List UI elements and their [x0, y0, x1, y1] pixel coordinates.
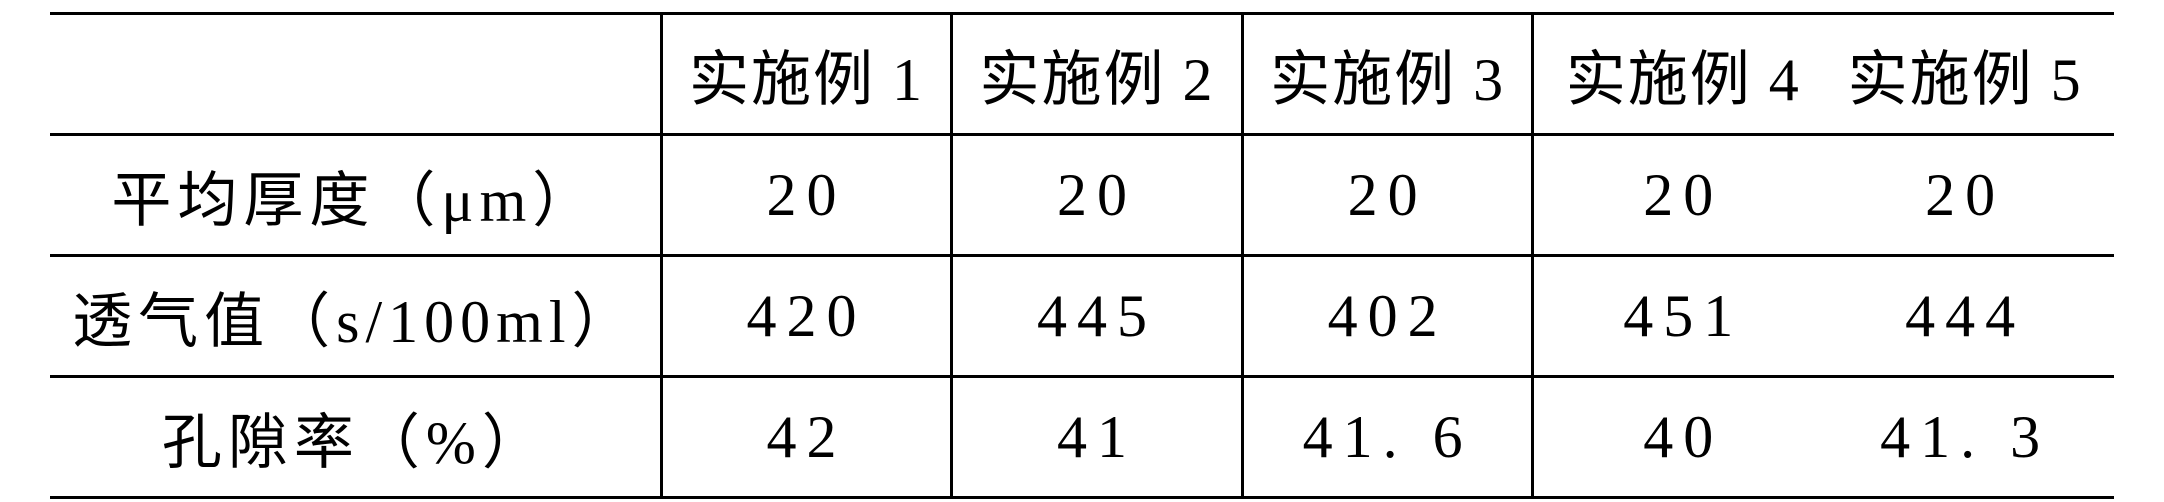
row-label-text: 透气值（s/100ml）	[72, 289, 637, 355]
row-label: 孔隙率（%）	[50, 377, 661, 498]
cell: 445	[952, 256, 1243, 377]
cell-value: 20	[1348, 162, 1428, 228]
cell: 20	[952, 135, 1243, 256]
header-label: 实施例 1	[689, 47, 924, 113]
cell: 20	[1242, 135, 1533, 256]
table-row: 孔隙率（%） 42 41 41. 6 40 41. 3	[50, 377, 2114, 498]
header-blank	[50, 14, 661, 135]
table-header-row: 实施例 1 实施例 2 实施例 3 实施例 4 实施例 5	[50, 14, 2114, 135]
cell-pair: 20 20	[1533, 135, 2114, 256]
cell-value: 451	[1542, 282, 1824, 351]
cell: 420	[661, 256, 952, 377]
table-container: 实施例 1 实施例 2 实施例 3 实施例 4 实施例 5 平均厚度（μm） 2…	[0, 0, 2164, 502]
cell-value: 20	[1542, 161, 1824, 230]
cell-value: 41	[1057, 404, 1137, 470]
cell-value: 20	[766, 162, 846, 228]
cell-value: 20	[1057, 162, 1137, 228]
row-label: 透气值（s/100ml）	[50, 256, 661, 377]
cell-value: 41. 6	[1303, 404, 1473, 470]
header-col-1: 实施例 1	[661, 14, 952, 135]
header-label: 实施例 3	[1270, 47, 1505, 113]
table-row: 平均厚度（μm） 20 20 20 20 20	[50, 135, 2114, 256]
row-label-text: 孔隙率（%）	[162, 410, 548, 476]
cell: 402	[1242, 256, 1533, 377]
data-table: 实施例 1 实施例 2 实施例 3 实施例 4 实施例 5 平均厚度（μm） 2…	[50, 12, 2114, 499]
cell: 41	[952, 377, 1243, 498]
header-col-2: 实施例 2	[952, 14, 1243, 135]
header-label: 实施例 2	[980, 47, 1215, 113]
cell-pair: 40 41. 3	[1533, 377, 2114, 498]
header-label: 实施例 5	[1824, 31, 2106, 118]
header-col-3: 实施例 3	[1242, 14, 1533, 135]
header-col-4-5: 实施例 4 实施例 5	[1533, 14, 2114, 135]
header-label: 实施例 4	[1542, 31, 1824, 118]
cell: 42	[661, 377, 952, 498]
cell-value: 445	[1037, 283, 1157, 349]
row-label: 平均厚度（μm）	[50, 135, 661, 256]
cell-value: 41. 3	[1824, 403, 2106, 472]
cell: 41. 6	[1242, 377, 1533, 498]
cell-value: 40	[1542, 403, 1824, 472]
table-row: 透气值（s/100ml） 420 445 402 451 444	[50, 256, 2114, 377]
row-label-text: 平均厚度（μm）	[111, 168, 598, 234]
cell-value: 20	[1824, 161, 2106, 230]
cell: 20	[661, 135, 952, 256]
cell-value: 444	[1824, 282, 2106, 351]
cell-value: 42	[766, 404, 846, 470]
cell-value: 402	[1328, 283, 1448, 349]
cell-pair: 451 444	[1533, 256, 2114, 377]
cell-value: 420	[746, 283, 866, 349]
